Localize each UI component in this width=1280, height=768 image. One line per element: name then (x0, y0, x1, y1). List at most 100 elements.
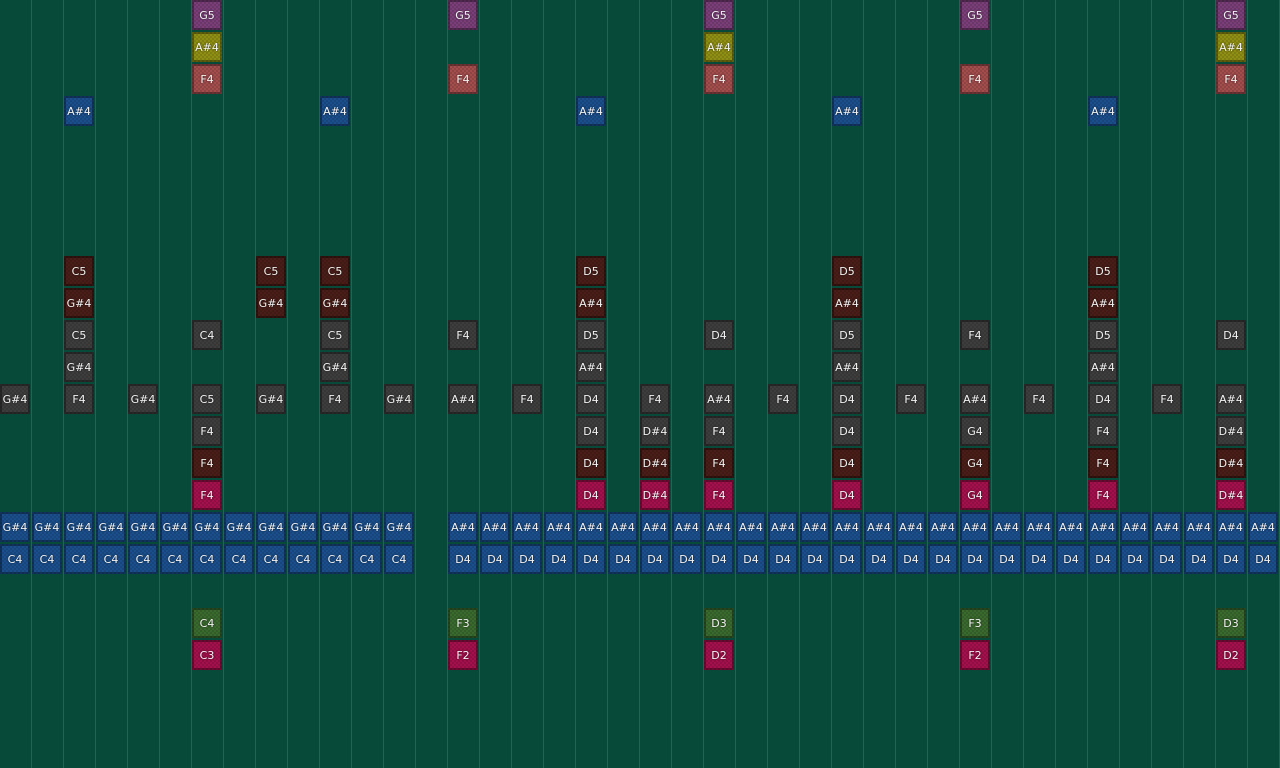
note-block[interactable]: D4 (576, 416, 606, 446)
note-block[interactable]: F4 (1152, 384, 1182, 414)
note-block[interactable]: D5 (832, 256, 862, 286)
note-block[interactable]: C4 (288, 544, 318, 574)
note-block[interactable]: A#4 (1056, 512, 1086, 542)
note-block[interactable]: F4 (704, 480, 734, 510)
note-block[interactable]: D4 (832, 416, 862, 446)
note-block[interactable]: G#4 (224, 512, 254, 542)
note-block[interactable]: C5 (256, 256, 286, 286)
note-block[interactable]: D4 (800, 544, 830, 574)
note-block[interactable]: D3 (1216, 608, 1246, 638)
note-block[interactable]: D#4 (640, 480, 670, 510)
note-block[interactable]: C5 (320, 256, 350, 286)
note-block[interactable]: F4 (768, 384, 798, 414)
note-block[interactable]: C4 (128, 544, 158, 574)
note-block[interactable]: G5 (704, 0, 734, 30)
note-block[interactable]: A#4 (448, 512, 478, 542)
note-block[interactable]: A#4 (608, 512, 638, 542)
note-block[interactable]: F3 (448, 608, 478, 638)
note-block[interactable]: G#4 (320, 288, 350, 318)
note-block[interactable]: A#4 (960, 512, 990, 542)
note-block[interactable]: D4 (960, 544, 990, 574)
note-block[interactable]: A#4 (704, 32, 734, 62)
note-block[interactable]: A#4 (832, 288, 862, 318)
note-block[interactable]: D#4 (1216, 480, 1246, 510)
note-block[interactable]: A#4 (1120, 512, 1150, 542)
note-block[interactable]: G#4 (320, 512, 350, 542)
note-block[interactable]: F4 (640, 384, 670, 414)
note-block[interactable]: A#4 (544, 512, 574, 542)
note-block[interactable]: D4 (640, 544, 670, 574)
note-block[interactable]: G#4 (0, 512, 30, 542)
note-block[interactable]: G4 (960, 416, 990, 446)
note-block[interactable]: D4 (480, 544, 510, 574)
note-block[interactable]: G#4 (128, 384, 158, 414)
note-block[interactable]: C5 (64, 320, 94, 350)
note-block[interactable]: A#4 (800, 512, 830, 542)
note-block[interactable]: C4 (32, 544, 62, 574)
note-block[interactable]: A#4 (576, 288, 606, 318)
note-block[interactable]: G#4 (256, 288, 286, 318)
note-block[interactable]: D4 (1152, 544, 1182, 574)
note-block[interactable]: F4 (896, 384, 926, 414)
note-block[interactable]: A#4 (736, 512, 766, 542)
note-block[interactable]: A#4 (704, 384, 734, 414)
note-block[interactable]: D4 (576, 448, 606, 478)
note-block[interactable]: G#4 (192, 512, 222, 542)
note-block[interactable]: A#4 (576, 96, 606, 126)
note-block[interactable]: D4 (832, 480, 862, 510)
note-block[interactable]: C4 (0, 544, 30, 574)
note-block[interactable]: D4 (832, 544, 862, 574)
note-block[interactable]: A#4 (576, 512, 606, 542)
note-block[interactable]: G#4 (0, 384, 30, 414)
note-block[interactable]: C4 (160, 544, 190, 574)
note-block[interactable]: A#4 (64, 96, 94, 126)
note-block[interactable]: D4 (1088, 544, 1118, 574)
note-block[interactable]: F4 (448, 64, 478, 94)
note-block[interactable]: D#4 (1216, 448, 1246, 478)
note-block[interactable]: A#4 (192, 32, 222, 62)
note-block[interactable]: F4 (1088, 448, 1118, 478)
note-block[interactable]: C5 (64, 256, 94, 286)
note-block[interactable]: D4 (1056, 544, 1086, 574)
note-block[interactable]: F4 (960, 320, 990, 350)
note-block[interactable]: A#4 (1216, 32, 1246, 62)
note-block[interactable]: A#4 (1088, 96, 1118, 126)
note-block[interactable]: F4 (320, 384, 350, 414)
note-block[interactable]: F4 (1216, 64, 1246, 94)
note-block[interactable]: F4 (1024, 384, 1054, 414)
note-block[interactable]: F2 (960, 640, 990, 670)
note-block[interactable]: A#4 (1088, 512, 1118, 542)
note-block[interactable]: D4 (768, 544, 798, 574)
note-block[interactable]: F4 (64, 384, 94, 414)
note-block[interactable]: D4 (832, 448, 862, 478)
note-block[interactable]: A#4 (704, 512, 734, 542)
note-block[interactable]: G#4 (288, 512, 318, 542)
note-block[interactable]: D4 (576, 480, 606, 510)
note-block[interactable]: F4 (448, 320, 478, 350)
note-block[interactable]: A#4 (1184, 512, 1214, 542)
note-block[interactable]: D5 (832, 320, 862, 350)
note-block[interactable]: F4 (704, 64, 734, 94)
note-block[interactable]: D4 (512, 544, 542, 574)
note-block[interactable]: F3 (960, 608, 990, 638)
note-block[interactable]: A#4 (448, 384, 478, 414)
note-block[interactable]: C4 (64, 544, 94, 574)
note-block[interactable]: G4 (960, 480, 990, 510)
note-block[interactable]: G5 (1216, 0, 1246, 30)
note-block[interactable]: F2 (448, 640, 478, 670)
note-block[interactable]: G4 (960, 448, 990, 478)
note-block[interactable]: D4 (896, 544, 926, 574)
note-block[interactable]: G#4 (32, 512, 62, 542)
note-block[interactable]: D2 (704, 640, 734, 670)
note-block[interactable]: D4 (1216, 544, 1246, 574)
note-block[interactable]: C4 (192, 544, 222, 574)
note-block[interactable]: D4 (1248, 544, 1278, 574)
note-block[interactable]: C4 (224, 544, 254, 574)
note-block[interactable]: F4 (192, 448, 222, 478)
note-block[interactable]: D#4 (640, 448, 670, 478)
note-block[interactable]: G#4 (160, 512, 190, 542)
note-block[interactable]: A#4 (1152, 512, 1182, 542)
note-block[interactable]: C4 (352, 544, 382, 574)
note-block[interactable]: C4 (384, 544, 414, 574)
